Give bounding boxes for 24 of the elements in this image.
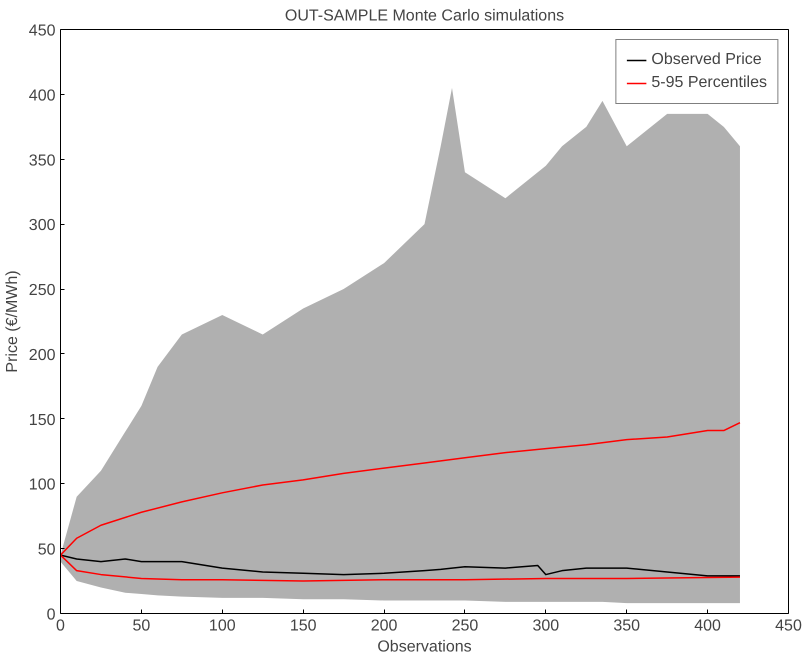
legend-label: Observed Price <box>651 51 762 69</box>
y-tick-label: 300 <box>28 217 56 234</box>
y-tick-label: 400 <box>28 87 56 104</box>
y-tick-label: 50 <box>38 542 56 559</box>
y-tick-label: 450 <box>28 22 56 40</box>
x-tick-label: 450 <box>775 618 802 634</box>
x-tick-label: 400 <box>694 618 722 634</box>
y-tick-label: 250 <box>28 282 56 300</box>
y-tick-label: 350 <box>28 152 56 170</box>
x-axis-title: Observations <box>377 638 472 656</box>
x-tick-label: 300 <box>532 618 560 634</box>
y-axis-title: Price (€/MWh) <box>4 270 21 373</box>
y-tick-label: 100 <box>28 476 56 494</box>
x-tick-label: 100 <box>208 618 236 634</box>
x-tick-label: 350 <box>613 618 640 634</box>
x-tick-label: 250 <box>452 618 478 634</box>
y-tick-label: 150 <box>28 412 56 429</box>
x-tick-label: 150 <box>290 618 317 634</box>
legend-label: 5-95 Percentiles <box>651 74 767 92</box>
x-tick-label: 50 <box>132 618 150 634</box>
chart-title: OUT-SAMPLE Monte Carlo simulations <box>284 8 564 24</box>
x-tick-label: 200 <box>370 618 398 634</box>
y-tick-label: 0 <box>46 606 56 624</box>
y-tick-label: 200 <box>28 346 56 364</box>
